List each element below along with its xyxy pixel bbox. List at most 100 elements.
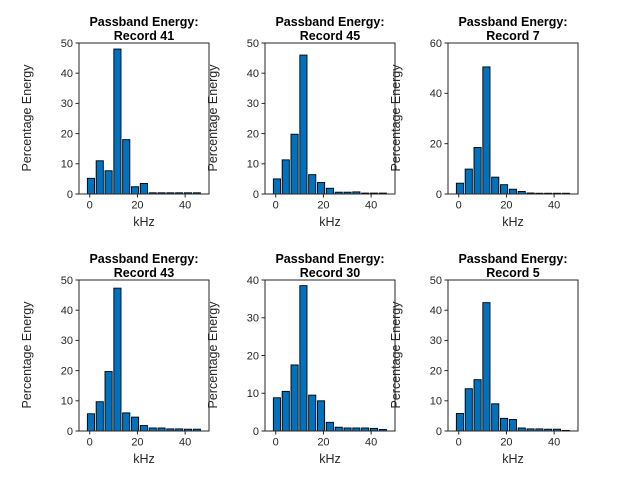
- bar: [139, 425, 148, 432]
- bar-chart-record-43: Passband Energy: Record 43 0 20 40 0 10 20 30 4…: [20, 252, 210, 466]
- bar-chart-record-45: Passband Energy: Record 45 0 20 40 0 10 20 30 4…: [206, 15, 396, 229]
- bar-chart-record-7: Passband Energy: Record 7 0 20 40 0 20 40 60 k…: [389, 15, 579, 229]
- bar: [464, 168, 473, 195]
- y-axis-label: Percentage Energy: [389, 64, 403, 172]
- y-axis-label: Percentage Energy: [389, 301, 403, 409]
- y-tick-label: 40: [61, 68, 73, 80]
- y-tick-label: 0: [253, 426, 259, 438]
- bar: [455, 413, 464, 432]
- y-tick-label: 60: [430, 38, 442, 50]
- y-tick-label: 10: [61, 159, 73, 171]
- bar: [290, 364, 299, 432]
- x-tick-label: 20: [131, 200, 143, 212]
- y-tick-label: 50: [430, 275, 442, 287]
- y-tick-label: 20: [247, 128, 259, 140]
- chart-title-line1: Passband Energy:: [275, 252, 384, 266]
- y-tick-label: 30: [61, 335, 73, 347]
- bar: [334, 426, 343, 432]
- bar: [95, 401, 104, 432]
- bar: [473, 379, 482, 432]
- bar: [482, 66, 491, 195]
- bar: [500, 417, 509, 432]
- x-axis-label: kHz: [319, 215, 341, 229]
- bar: [86, 177, 95, 195]
- x-tick-label: 40: [179, 200, 191, 212]
- y-tick-label: 20: [61, 365, 73, 377]
- axes-box: [78, 42, 210, 195]
- chart-title-line2: Record 41: [114, 29, 174, 43]
- subplot-record-5: Passband Energy: Record 5 0 20 40 0 10 20 30 40…: [384, 246, 590, 478]
- plot-area: 0 20 40 0 10 20 30 40 50: [61, 38, 210, 212]
- chart-title-line1: Passband Energy:: [89, 15, 198, 29]
- plot-area: 0 20 40 0 20 40 60: [430, 38, 579, 212]
- y-tick-label: 10: [430, 396, 442, 408]
- bar: [491, 176, 500, 195]
- y-tick-label: 0: [436, 426, 442, 438]
- y-tick-label: 30: [247, 313, 259, 325]
- y-tick-label: 50: [61, 38, 73, 50]
- bar: [272, 397, 281, 432]
- y-tick-label: 10: [247, 159, 259, 171]
- bar: [281, 390, 290, 432]
- chart-title-line2: Record 7: [486, 29, 540, 43]
- chart-title-line2: Record 45: [300, 29, 360, 43]
- bar: [95, 160, 104, 195]
- bar: [272, 178, 281, 195]
- bar: [104, 170, 113, 195]
- y-tick-label: 20: [430, 138, 442, 150]
- x-axis-label: kHz: [133, 452, 155, 466]
- bar: [299, 285, 308, 432]
- y-tick-label: 0: [67, 426, 73, 438]
- y-tick-label: 0: [253, 189, 259, 201]
- bar: [482, 302, 491, 432]
- x-tick-label: 0: [456, 200, 462, 212]
- y-tick-label: 50: [61, 275, 73, 287]
- bar: [299, 54, 308, 195]
- plot-area: 0 20 40 0 10 20 30 40 50: [247, 38, 396, 212]
- subplot-record-41: Passband Energy: Record 41 0 20 40 0 10 20 30 4…: [15, 9, 221, 241]
- plot-area: 0 20 40 0 10 20 30 40 50: [430, 275, 579, 449]
- y-tick-label: 0: [67, 189, 73, 201]
- bar: [290, 133, 299, 195]
- x-tick-label: 20: [500, 200, 512, 212]
- y-tick-label: 20: [61, 128, 73, 140]
- y-tick-label: 30: [247, 98, 259, 110]
- x-tick-label: 0: [273, 200, 279, 212]
- y-tick-label: 20: [430, 365, 442, 377]
- x-tick-label: 20: [317, 437, 329, 449]
- y-tick-label: 40: [247, 275, 259, 287]
- y-tick-label: 0: [436, 189, 442, 201]
- y-tick-label: 40: [247, 68, 259, 80]
- bar-chart-record-41: Passband Energy: Record 41 0 20 40 0 10 20 30 4…: [20, 15, 210, 229]
- bar: [308, 174, 317, 195]
- bar: [281, 159, 290, 195]
- y-tick-label: 40: [61, 305, 73, 317]
- axes-box: [447, 42, 579, 195]
- x-axis-label: kHz: [133, 215, 155, 229]
- axes-box: [78, 279, 210, 432]
- bar: [455, 182, 464, 195]
- chart-title-line2: Record 30: [300, 266, 360, 280]
- y-tick-label: 20: [247, 350, 259, 362]
- bar: [104, 371, 113, 432]
- chart-title-line1: Passband Energy:: [89, 252, 198, 266]
- y-axis-label: Percentage Energy: [206, 64, 220, 172]
- chart-title-line2: Record 5: [486, 266, 540, 280]
- y-tick-label: 50: [247, 38, 259, 50]
- bar-chart-record-5: Passband Energy: Record 5 0 20 40 0 10 20 30 40…: [389, 252, 579, 466]
- x-tick-label: 40: [548, 437, 560, 449]
- chart-title-line1: Passband Energy:: [458, 15, 567, 29]
- bar: [131, 186, 140, 195]
- bar: [464, 388, 473, 432]
- x-tick-label: 40: [548, 200, 560, 212]
- x-axis-label: kHz: [502, 452, 524, 466]
- chart-title-line1: Passband Energy:: [458, 252, 567, 266]
- x-tick-label: 0: [87, 200, 93, 212]
- y-tick-label: 30: [61, 98, 73, 110]
- plot-area: 0 20 40 0 10 20 30 40 50: [61, 275, 210, 449]
- x-tick-label: 40: [179, 437, 191, 449]
- bar: [473, 146, 482, 195]
- y-axis-label: Percentage Energy: [20, 301, 34, 409]
- x-tick-label: 20: [131, 437, 143, 449]
- subplot-record-45: Passband Energy: Record 45 0 20 40 0 10 20 30 4…: [201, 9, 407, 241]
